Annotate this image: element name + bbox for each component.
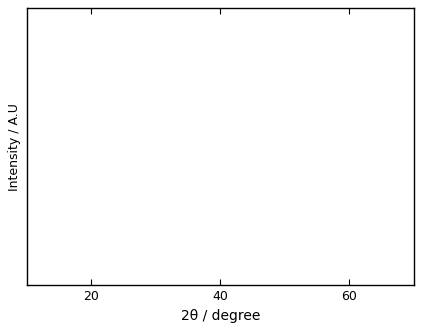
Y-axis label: Intensity / A.U: Intensity / A.U [8,103,22,191]
X-axis label: 2θ / degree: 2θ / degree [181,309,260,323]
